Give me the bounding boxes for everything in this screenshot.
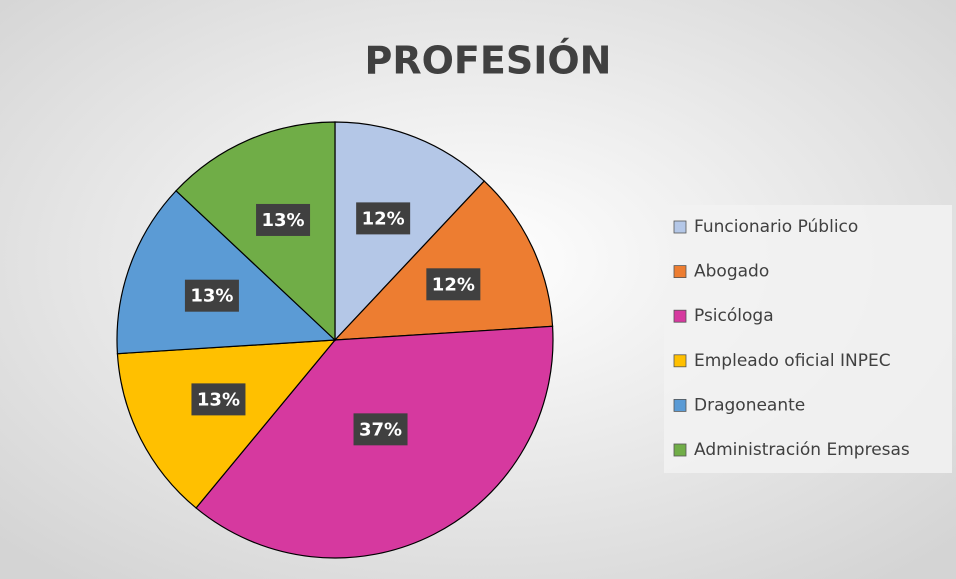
data-label-box bbox=[184, 279, 239, 312]
pie bbox=[116, 121, 554, 559]
legend-box bbox=[664, 205, 952, 473]
legend-label: Abogado bbox=[694, 262, 769, 282]
legend-swatch bbox=[673, 265, 687, 279]
data-label-box bbox=[356, 202, 411, 235]
pie-slice bbox=[175, 121, 336, 342]
pie-slice bbox=[116, 189, 337, 355]
legend-label: Funcionario Público bbox=[694, 217, 858, 237]
data-label-box bbox=[256, 203, 311, 236]
data-label: 12% bbox=[362, 208, 405, 229]
data-label-box bbox=[426, 268, 481, 301]
data-label: 13% bbox=[190, 286, 233, 307]
data-label: 13% bbox=[197, 389, 240, 410]
data-label: 37% bbox=[359, 419, 402, 440]
pie-slice bbox=[333, 180, 554, 341]
legend-swatch bbox=[673, 309, 687, 323]
legend-swatch bbox=[673, 354, 687, 368]
legend-label: Dragoneante bbox=[694, 395, 805, 415]
legend-label: Administración Empresas bbox=[694, 440, 910, 460]
legend-swatch bbox=[673, 443, 687, 457]
data-labels: 12% 12% 37% 13% 13% 13% bbox=[184, 202, 481, 446]
legend: Funcionario Público Abogado Psicóloga Emple… bbox=[664, 205, 952, 473]
data-label-box bbox=[353, 413, 408, 446]
legend-swatch bbox=[673, 220, 687, 234]
data-label: 12% bbox=[432, 274, 475, 295]
data-label-box bbox=[191, 383, 246, 416]
data-label: 13% bbox=[262, 210, 305, 231]
chart-title: PROFESIÓN bbox=[365, 39, 612, 83]
pie-slice bbox=[116, 339, 337, 509]
legend-label: Empleado oficial INPEC bbox=[694, 351, 891, 371]
legend-label: Psicóloga bbox=[694, 306, 774, 326]
legend-swatch bbox=[673, 398, 687, 412]
